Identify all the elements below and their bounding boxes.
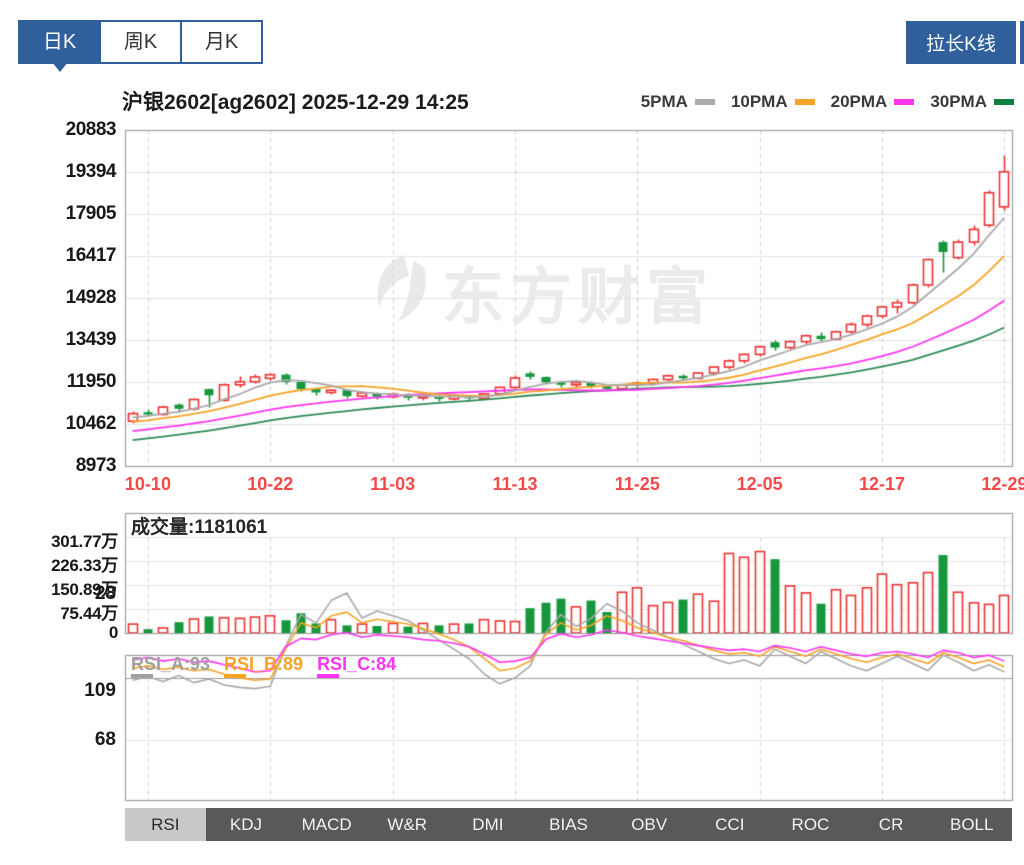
rsi-series-underline [317, 674, 340, 678]
legend-label: 30PMA [930, 92, 987, 111]
indicator-tab-OBV[interactable]: OBV [631, 815, 668, 834]
chart-title: 沪银2602[ag2602] 2025-12-29 14:25 [122, 91, 469, 114]
indicator-tab-RSI[interactable]: RSI [125, 808, 206, 841]
legend-label: 5PMA [640, 92, 688, 111]
period-tab-bar: 日K 周K 月K [18, 20, 263, 72]
legend-swatch [894, 99, 915, 105]
legend-item-10PMA: 10PMA [731, 92, 815, 112]
legend-item-5PMA: 5PMA [641, 92, 715, 112]
rsi-header: RSI_A:93 RSI_B:89 RSI_C:84 [131, 655, 396, 678]
active-tab-pointer [51, 62, 68, 72]
indicator-tab-KDJ[interactable]: KDJ [229, 815, 263, 834]
indicator-tab-BOLL[interactable]: BOLL [949, 815, 994, 834]
indicator-tab-CCI[interactable]: CCI [715, 815, 745, 834]
indicator-tab-CR[interactable]: CR [878, 815, 904, 834]
legend-swatch [694, 99, 715, 105]
legend-label: 10PMA [730, 92, 788, 111]
indicator-tab-bar: RSI KDJ MACD W&R DMI BIAS OBV CCI ROC CR BOLL [125, 808, 1012, 841]
period-tab-日K[interactable]: 日K [18, 20, 101, 72]
partial-edge-button[interactable] [1020, 21, 1024, 64]
legend-swatch [994, 99, 1014, 105]
rsi-series-label: RSI_B:89 [224, 655, 303, 678]
stretch-kline-button[interactable]: 拉长K线 [906, 21, 1016, 64]
legend-swatch [794, 99, 815, 105]
indicator-tab-ROC[interactable]: ROC [791, 815, 830, 834]
rsi-series-label: RSI_A:93 [131, 655, 210, 678]
indicator-tab-W&R[interactable]: W&R [387, 815, 428, 834]
period-tab-月K[interactable]: 月K [180, 20, 263, 64]
period-tab-周K[interactable]: 周K [99, 20, 182, 64]
rsi-series-underline [224, 674, 247, 678]
rsi-series-underline [131, 674, 153, 678]
legend-item-20PMA: 20PMA [831, 92, 915, 112]
legend-item-30PMA: 30PMA [930, 92, 1014, 112]
indicator-tab-BIAS[interactable]: BIAS [549, 815, 588, 834]
indicator-tab-MACD[interactable]: MACD [301, 815, 352, 834]
volume-label: 成交量:1181061 [131, 517, 268, 538]
rsi-series-label: RSI_C:84 [317, 655, 396, 678]
ma-legend: 5PMA 10PMA 20PMA 30PMA [641, 92, 1014, 112]
legend-label: 20PMA [830, 92, 888, 111]
indicator-tab-DMI[interactable]: DMI [472, 815, 504, 834]
